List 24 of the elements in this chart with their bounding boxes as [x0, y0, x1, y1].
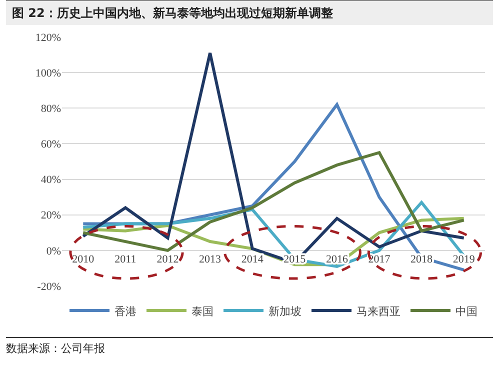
legend-label: 中国 — [456, 304, 478, 318]
y-tick-label: 0% — [46, 245, 61, 258]
legend-label: 马来西亚 — [356, 304, 400, 318]
y-tick-label: 100% — [35, 67, 61, 80]
legend-label: 香港 — [114, 304, 136, 318]
y-tick-label: 40% — [40, 174, 61, 186]
x-tick-label: 2010 — [72, 253, 95, 266]
x-tick-label: 2014 — [241, 253, 264, 266]
x-tick-label: 2017 — [368, 253, 391, 266]
x-tick-label: 2011 — [114, 253, 136, 266]
y-tick-label: 60% — [40, 138, 61, 151]
x-tick-label: 2013 — [199, 253, 222, 266]
y-tick-label: 120% — [35, 32, 61, 44]
source-note: 数据来源：公司年报 — [6, 337, 493, 356]
x-tick-label: 2015 — [284, 253, 306, 266]
x-tick-label: 2012 — [156, 253, 179, 266]
y-tick-label: -20% — [37, 280, 61, 293]
y-tick-label: 20% — [40, 210, 61, 222]
chart-title: 图 22：历史上中国内地、新马泰等地均出现过短期新单调整 — [6, 0, 493, 25]
legend-label: 泰国 — [192, 304, 214, 318]
line-series — [82, 151, 466, 252]
x-tick-label: 2019 — [452, 253, 476, 266]
y-tick-label: 80% — [40, 102, 61, 115]
legend-label: 新加坡 — [268, 304, 302, 318]
